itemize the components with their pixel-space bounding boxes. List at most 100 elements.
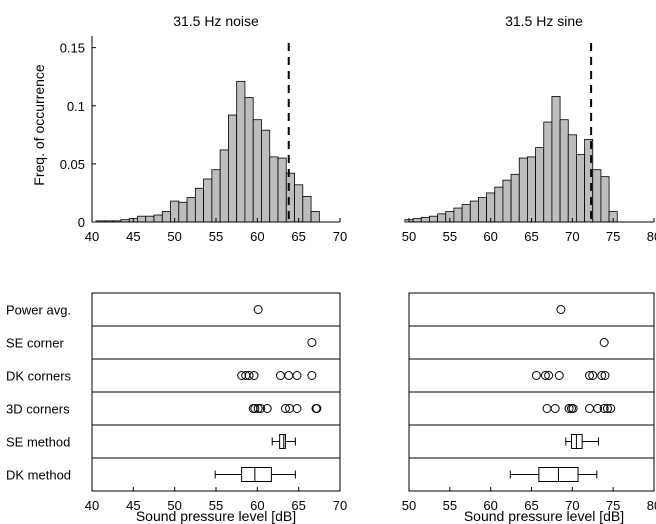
x-tick-label: 70 <box>565 229 579 244</box>
row-label: DK corners <box>6 369 72 384</box>
x-tick-label: 65 <box>524 498 538 513</box>
data-point-marker <box>588 371 598 380</box>
levels-panel-noise: Power avg. SE corner DK corners 3D corners S… <box>6 292 347 513</box>
y-tick-label: 0.05 <box>60 157 85 172</box>
histogram-bar <box>302 196 312 223</box>
data-point-marker <box>262 404 272 413</box>
box-iqr <box>279 434 286 449</box>
histogram-bar <box>567 134 577 223</box>
histogram-bar <box>244 97 254 223</box>
x-tick-label: 60 <box>483 498 497 513</box>
data-point-marker <box>275 371 285 380</box>
histogram-bar <box>584 139 594 223</box>
x-tick-label: 55 <box>209 498 223 513</box>
histogram-bar <box>551 96 561 223</box>
row-label: 3D corners <box>6 402 70 417</box>
x-tick-label: 70 <box>333 229 347 244</box>
histogram-bar <box>412 218 422 223</box>
y-axis-label: Freq. of occurrence <box>31 64 47 186</box>
data-point-marker <box>584 404 594 413</box>
data-point-marker <box>564 404 574 413</box>
x-tick-label: 70 <box>333 498 347 513</box>
histogram-bar <box>236 80 246 223</box>
histogram-bar <box>478 197 487 223</box>
x-tick-label: 55 <box>443 229 457 244</box>
x-tick-label: 50 <box>167 229 181 244</box>
histogram-bar <box>161 211 171 223</box>
histogram-bar <box>294 184 304 223</box>
x-tick-label: 50 <box>167 498 181 513</box>
x-tick-label: 60 <box>483 229 497 244</box>
histogram-bar <box>559 119 569 223</box>
x-tick-label: 65 <box>291 229 305 244</box>
data-point-marker <box>568 404 578 413</box>
levels-panel-sine: 50 55 60 65 70 75 80 <box>402 292 656 513</box>
x-axis-label-left: Sound pressure level [dB] <box>136 508 296 524</box>
row-label: Power avg. <box>6 303 71 318</box>
histogram-bar <box>211 169 221 223</box>
x-tick-label: 80 <box>647 498 656 513</box>
histogram-bar <box>194 187 204 223</box>
data-point-marker <box>280 404 290 413</box>
histogram-noise: 40 45 50 55 60 65 70 0 0.05 0.1 0.15 <box>60 36 347 244</box>
x-tick-label: 70 <box>565 498 579 513</box>
x-tick-label: 50 <box>402 229 416 244</box>
data-point-marker <box>307 371 317 380</box>
x-tick-label: 40 <box>85 498 99 513</box>
histogram-bar <box>453 207 463 223</box>
chart-title-noise: 31.5 Hz noise <box>173 13 259 29</box>
data-point-marker <box>599 338 609 347</box>
histogram-bar <box>486 192 496 223</box>
histogram-bar <box>252 119 262 223</box>
data-point-marker <box>606 404 616 413</box>
histogram-bar <box>510 173 520 223</box>
histogram-bar <box>535 147 545 223</box>
x-tick-label: 55 <box>443 498 457 513</box>
histogram-bar <box>420 216 430 223</box>
data-point-marker <box>237 371 247 380</box>
data-point-marker <box>584 371 594 380</box>
x-tick-label: 45 <box>126 498 140 513</box>
data-point-marker <box>253 305 263 314</box>
histogram-bar <box>494 186 504 223</box>
y-tick-label: 0.15 <box>60 41 85 56</box>
data-point-marker <box>597 371 607 380</box>
histogram-bar <box>261 129 271 223</box>
data-point-marker <box>292 371 302 380</box>
histogram-bar <box>469 200 479 223</box>
data-point-marker <box>244 371 254 380</box>
x-tick-label: 65 <box>524 229 538 244</box>
histogram-sine: 50 55 60 65 70 75 80 <box>402 43 656 244</box>
histogram-bar <box>310 211 320 223</box>
x-tick-label: 50 <box>402 498 416 513</box>
x-tick-label: 60 <box>250 229 264 244</box>
histogram-bar <box>527 156 536 223</box>
histogram-bar <box>203 178 213 223</box>
histogram-bar <box>518 157 528 223</box>
data-point-marker <box>544 371 554 380</box>
histogram-bar <box>153 214 163 223</box>
data-point-marker <box>531 371 541 380</box>
chart-title-sine: 31.5 Hz sine <box>505 13 583 29</box>
histogram-bar <box>502 179 512 223</box>
x-tick-label: 55 <box>209 229 223 244</box>
histogram-bar <box>576 154 585 223</box>
data-point-marker <box>253 404 263 413</box>
histogram-bar <box>186 197 196 223</box>
data-point-marker <box>540 371 550 380</box>
y-tick-label: 0.1 <box>67 99 85 114</box>
data-point-marker <box>312 404 322 413</box>
box-iqr <box>241 467 272 482</box>
x-tick-label: 65 <box>291 498 305 513</box>
data-point-marker <box>285 404 295 413</box>
histogram-bar <box>461 204 471 223</box>
histogram-bar <box>429 215 438 223</box>
data-point-marker <box>256 404 266 413</box>
histogram-bar <box>178 201 188 223</box>
data-point-marker <box>550 404 560 413</box>
data-point-marker <box>249 371 259 380</box>
histogram-bar <box>437 213 447 223</box>
data-point-marker <box>307 338 317 347</box>
histogram-bar <box>592 169 602 223</box>
